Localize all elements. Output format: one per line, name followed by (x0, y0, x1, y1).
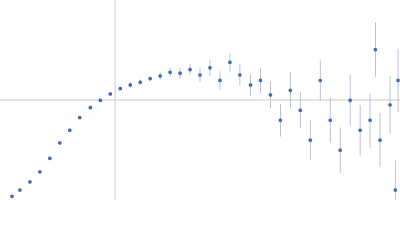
data-point (48, 156, 52, 161)
data-point (178, 71, 182, 75)
data-point (348, 98, 352, 103)
data-point (388, 103, 392, 107)
data-point (238, 73, 242, 77)
data-point (28, 180, 32, 184)
data-point (138, 80, 142, 85)
data-point (228, 60, 232, 65)
data-point (58, 141, 62, 145)
data-point (396, 78, 400, 83)
data-point (88, 105, 93, 110)
data-point (288, 88, 293, 93)
data-point (38, 170, 42, 174)
chart (0, 0, 400, 200)
data-point (98, 98, 103, 103)
data-point (278, 118, 283, 123)
data-point (10, 194, 14, 199)
data-point (378, 138, 382, 143)
data-point (268, 93, 273, 97)
data-point (198, 73, 202, 77)
data-point (373, 47, 378, 52)
data-point (393, 188, 398, 192)
data-point (108, 92, 113, 96)
data-point (258, 78, 263, 83)
data-point (298, 108, 303, 113)
data-point (248, 83, 253, 87)
data-point (158, 74, 162, 78)
data-point (118, 86, 123, 91)
data-point (318, 78, 323, 83)
data-point (358, 128, 362, 133)
data-point (188, 67, 192, 72)
data-point (77, 115, 82, 120)
data-point (328, 118, 333, 123)
data-point (338, 148, 342, 152)
data-point (168, 70, 172, 75)
data-point (308, 138, 313, 143)
data-point (18, 188, 22, 192)
data-point (368, 118, 372, 123)
data-point (67, 128, 72, 133)
data-point (208, 65, 212, 70)
data-point (148, 76, 152, 81)
data-point (128, 83, 133, 87)
data-point (218, 78, 222, 83)
